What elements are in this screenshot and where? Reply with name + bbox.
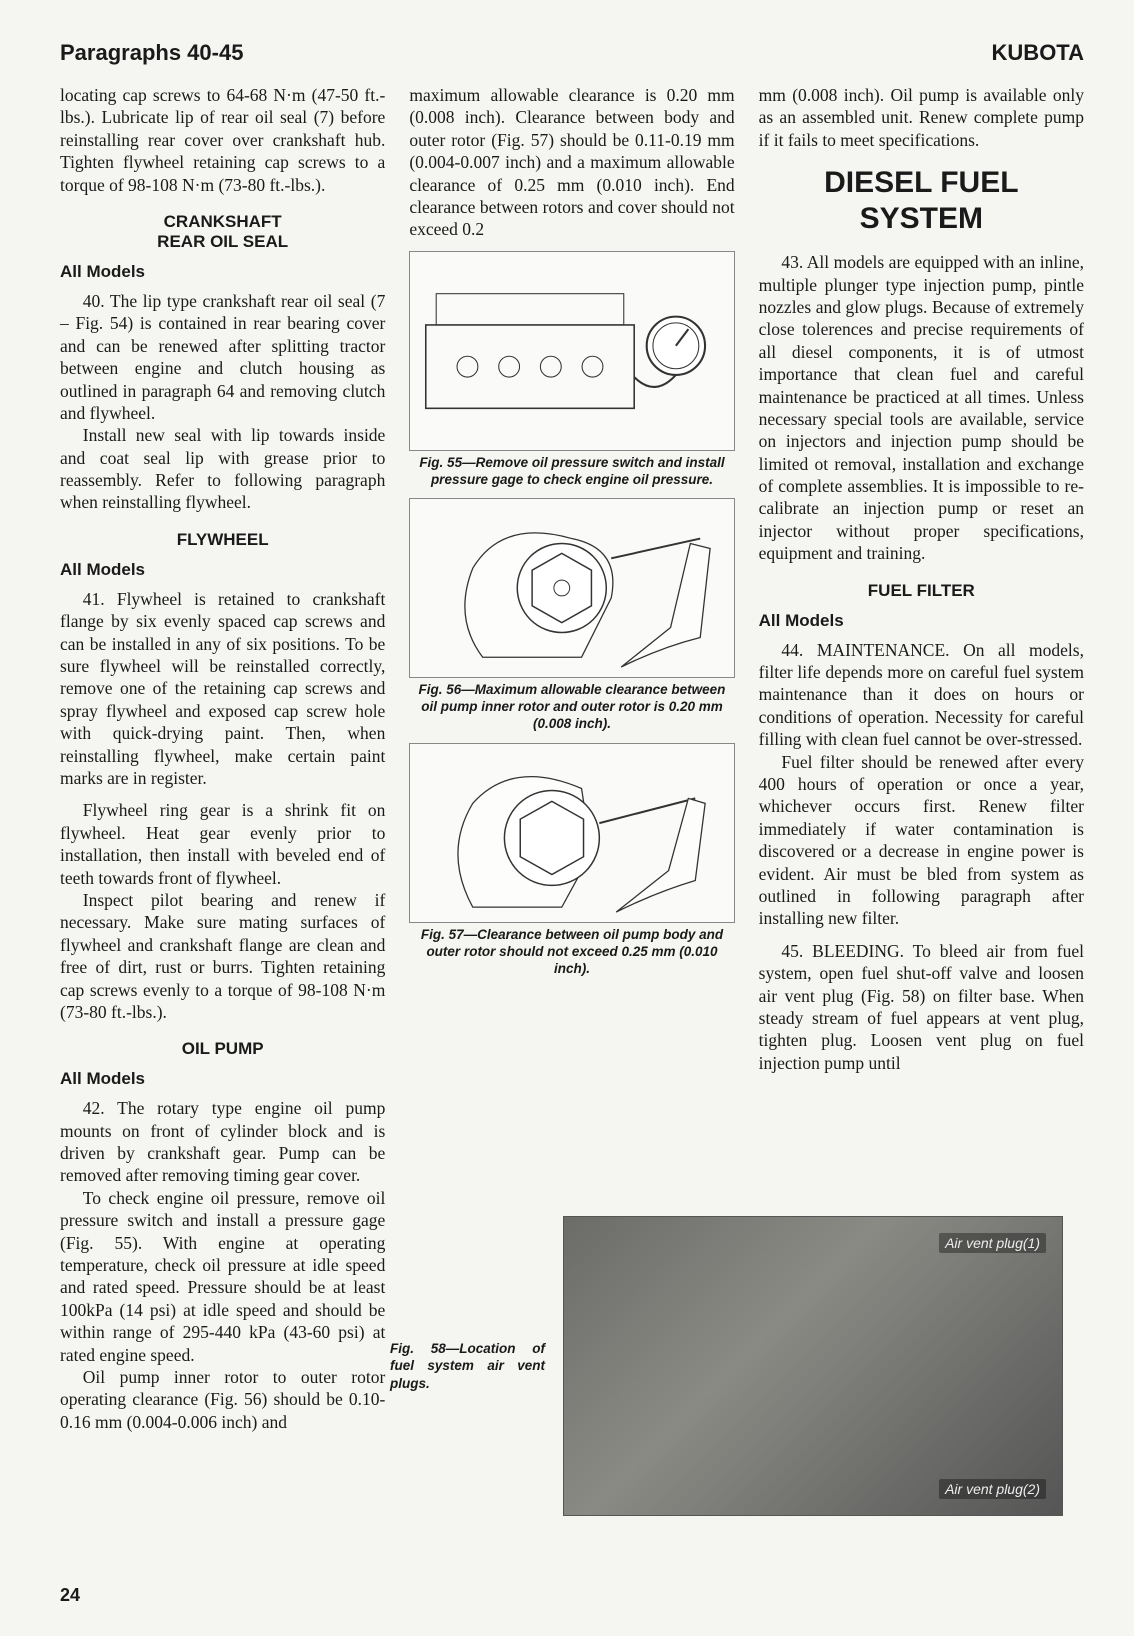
subhead-allmodels-3: All Models [60,1069,385,1089]
para-45: 45. BLEEDING. To bleed air from fuel sys… [759,940,1084,1074]
para-40: 40. The lip type crankshaft rear oil sea… [60,290,385,424]
fig57-illustration-icon [410,744,733,922]
figure-56: Fig. 56—Maximum allowable clearance betw… [409,498,734,733]
figure-55: Fig. 55—Remove oil pressure switch and i… [409,251,734,489]
heading-diesel-fuel-system: DIESEL FUELSYSTEM [759,165,1084,237]
para-44b: Fuel filter should be renewed after ever… [759,751,1084,930]
fig56-caption: Fig. 56—Maximum allowable clearance betw… [409,682,734,733]
subhead-allmodels-4: All Models [759,611,1084,631]
para-42b: To check engine oil pressure, remove oil… [60,1187,385,1366]
para-continuation: locating cap screws to 64-68 N·m (47-50 … [60,84,385,196]
heading-flywheel: FLYWHEEL [60,530,385,550]
subhead-allmodels-1: All Models [60,262,385,282]
fig58-photo: Air vent plug(1) Air vent plug(2) [563,1216,1063,1516]
para-43: 43. All models are equipped with an inli… [759,251,1084,564]
header-right: KUBOTA [992,40,1084,66]
fig57-caption: Fig. 57—Clearance between oil pump body … [409,927,734,978]
header-left: Paragraphs 40-45 [60,40,243,66]
heading-oilpump: OIL PUMP [60,1039,385,1059]
subhead-allmodels-2: All Models [60,560,385,580]
para-44: 44. MAINTENANCE. On all models, filter l… [759,639,1084,751]
para-col3-cont: mm (0.008 inch). Oil pump is available o… [759,84,1084,151]
fig55-illustration-icon [410,252,733,450]
para-col2-cont: maximum allowable clearance is 0.20 mm (… [409,84,734,241]
fig58-label-1: Air vent plug(1) [939,1233,1046,1253]
heading-crankshaft: CRANKSHAFTREAR OIL SEAL [60,212,385,252]
para-42c: Oil pump inner rotor to outer rotor oper… [60,1366,385,1433]
para-41: 41. Flywheel is retained to crankshaft f… [60,588,385,790]
figure-57: Fig. 57—Clearance between oil pump body … [409,743,734,978]
para-41b: Flywheel ring gear is a shrink fit on fl… [60,799,385,889]
fig55-caption: Fig. 55—Remove oil pressure switch and i… [409,455,734,489]
fig58-label-2: Air vent plug(2) [939,1479,1046,1499]
fig56-illustration-icon [410,499,733,677]
page-number: 24 [60,1585,80,1606]
para-42: 42. The rotary type engine oil pump moun… [60,1097,385,1187]
para-40b: Install new seal with lip towards inside… [60,424,385,514]
para-41c: Inspect pilot bearing and renew if neces… [60,889,385,1023]
heading-fuelfilter: FUEL FILTER [759,581,1084,601]
figure-58: Fig. 58—Location of fuel system air vent… [390,1216,1080,1516]
fig58-caption: Fig. 58—Location of fuel system air vent… [390,1340,545,1393]
